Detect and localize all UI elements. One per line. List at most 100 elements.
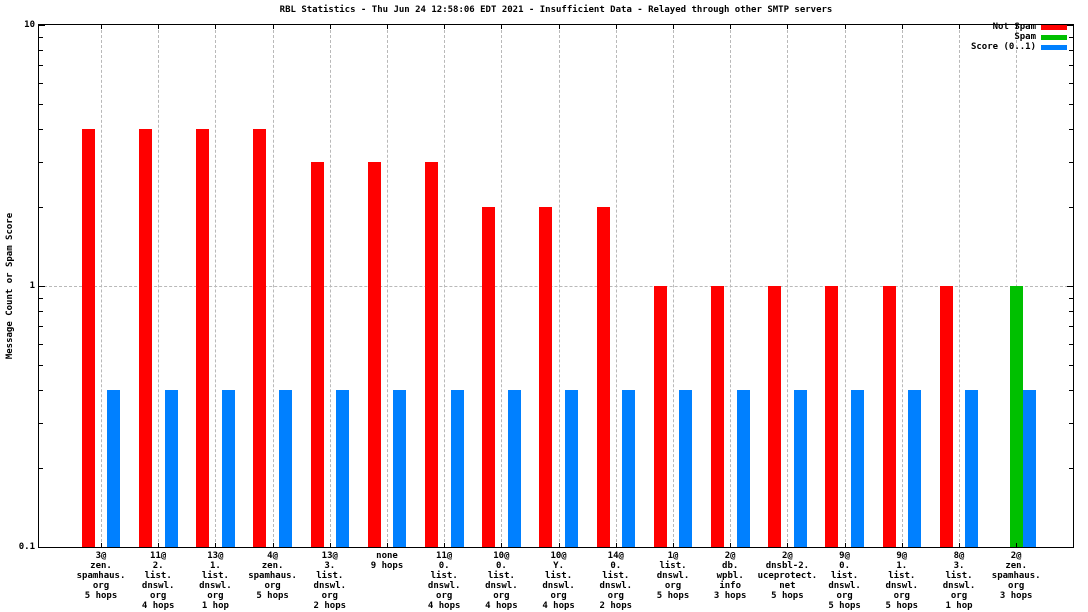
- y-tick-right: [1069, 297, 1073, 299]
- bar-not-spam: [653, 286, 667, 547]
- x-axis-label-line: dnswl.: [656, 571, 690, 581]
- x-axis-label-line: 2.: [152, 561, 164, 571]
- x-axis-label-line: list.: [602, 571, 630, 581]
- x-tick-top: [501, 25, 503, 29]
- x-axis-label: 14@ 0. list. dnswl. org 2 hops: [578, 551, 654, 611]
- x-axis-label-line: 4 hops: [141, 601, 175, 611]
- x-axis-label-line: dnswl.: [485, 581, 518, 591]
- x-tick-bottom: [501, 543, 503, 547]
- y-tick-label: 1: [29, 281, 35, 291]
- bar-score: [393, 389, 407, 547]
- y-tick-left: [39, 297, 43, 299]
- x-tick-top: [558, 25, 560, 29]
- bar-score: [908, 389, 922, 547]
- x-axis-label-line: 8@: [953, 551, 965, 561]
- bar-not-spam: [768, 286, 782, 547]
- x-axis-label-line: 9@: [896, 551, 908, 561]
- x-tick-top: [959, 25, 960, 29]
- y-tick-left: [39, 286, 45, 287]
- x-axis-label-line: org: [264, 581, 281, 591]
- x-tick-top: [844, 25, 846, 29]
- y-tick-right: [1069, 207, 1073, 209]
- x-axis-label-line: Y.: [553, 561, 565, 571]
- y-tick-right: [1067, 547, 1073, 548]
- x-tick-bottom: [615, 543, 617, 547]
- x-axis-label-line: org: [436, 591, 453, 601]
- y-tick-left: [39, 326, 43, 328]
- x-tick-bottom: [730, 543, 732, 547]
- y-tick-left: [39, 207, 43, 209]
- x-axis-label: 9@ 0. list. dnswl. org 5 hops: [807, 551, 883, 611]
- bar-not-spam: [367, 161, 381, 547]
- chart-title: RBL Statistics - Thu Jun 24 12:58:06 EDT…: [279, 5, 833, 15]
- x-axis-label-line: 3 hops: [713, 591, 747, 601]
- x-axis-label-line: 5 hops: [771, 591, 804, 601]
- x-tick-bottom: [272, 543, 274, 547]
- y-tick-right: [1069, 161, 1073, 163]
- x-axis-label-line: list.: [430, 571, 458, 581]
- bar-score: [107, 389, 121, 547]
- x-axis-label: 2@ zen. spamhaus. org 3 hops: [978, 551, 1054, 601]
- bar-not-spam: [539, 207, 553, 547]
- x-axis-label-line: 1 hop: [945, 601, 973, 611]
- legend-swatch-not-spam-icon: [1041, 24, 1067, 30]
- x-axis-label-line: 2 hops: [313, 601, 347, 611]
- y-tick-right: [1069, 50, 1073, 52]
- legend-label: Not Spam: [992, 22, 1036, 32]
- x-axis-label-line: 3.: [953, 561, 965, 571]
- x-axis-label: 10@ 0. list. dnswl. org 4 hops: [463, 551, 539, 611]
- legend-swatch-score-icon: [1041, 44, 1067, 50]
- x-axis-label-line: dnswl.: [942, 581, 976, 591]
- x-axis-label-line: org: [150, 591, 167, 601]
- x-axis-label: 11@ 0. list. dnswl. org 4 hops: [406, 551, 482, 611]
- x-tick-bottom: [101, 543, 102, 547]
- x-axis-label-line: 5 hops: [656, 591, 690, 601]
- y-tick-right: [1069, 128, 1073, 130]
- x-axis-label-line: org: [893, 591, 910, 601]
- y-tick-left: [39, 36, 43, 38]
- x-tick-top: [158, 25, 160, 29]
- bar-not-spam: [882, 286, 896, 547]
- x-axis-label: 8@ 3. list. dnswl. org 1 hop: [921, 551, 997, 611]
- x-axis-label-line: 1@: [667, 551, 679, 561]
- x-axis-label-line: 0.: [610, 561, 622, 571]
- x-axis-label-line: 5 hops: [885, 601, 919, 611]
- x-axis-label-line: zen.: [90, 561, 112, 571]
- x-axis-label-line: 1.: [896, 561, 908, 571]
- legend-item-not-spam: Not Spam: [971, 22, 1067, 32]
- x-tick-top: [901, 25, 903, 29]
- x-axis-label-line: list.: [659, 561, 687, 571]
- bar-score: [736, 389, 750, 547]
- bar-score: [965, 389, 979, 547]
- legend-item-score: Score (0..1): [971, 42, 1067, 52]
- x-tick-top: [615, 25, 617, 29]
- x-axis-label-line: 5 hops: [84, 591, 118, 601]
- y-tick-left: [39, 343, 43, 345]
- y-tick-left: [39, 128, 43, 130]
- x-tick-top: [215, 25, 217, 29]
- bar-score: [507, 389, 521, 547]
- x-axis-label-line: org: [836, 591, 853, 601]
- x-axis-label-line: dnswl.: [542, 581, 575, 591]
- x-axis-label-line: 3 hops: [999, 591, 1033, 601]
- x-axis-label-line: spamhaus.: [991, 571, 1041, 581]
- x-axis-label: 1@ list. dnswl. org 5 hops: [635, 551, 711, 601]
- bar-score: [679, 389, 693, 547]
- x-axis-label-line: org: [664, 581, 682, 591]
- x-axis-label-line: 13@: [321, 551, 338, 561]
- x-axis-label-line: org: [321, 591, 338, 601]
- x-axis-label: 10@ Y. list. dnswl. org 4 hops: [521, 551, 597, 611]
- x-axis-label-line: 4 hops: [427, 601, 461, 611]
- y-tick-left: [39, 103, 43, 105]
- x-axis-label-line: dnswl.: [141, 581, 175, 591]
- bar-score: [1022, 389, 1036, 547]
- y-tick-right: [1069, 326, 1073, 328]
- x-axis-label-line: uceprotect.: [757, 571, 818, 581]
- x-axis-label-line: org: [550, 591, 567, 601]
- x-axis-label-line: 4 hops: [542, 601, 575, 611]
- x-axis-label-line: 11@: [436, 551, 453, 561]
- x-axis-label-line: list.: [316, 571, 344, 581]
- x-axis-label-line: 2@: [1010, 551, 1022, 561]
- x-tick-bottom: [673, 543, 674, 547]
